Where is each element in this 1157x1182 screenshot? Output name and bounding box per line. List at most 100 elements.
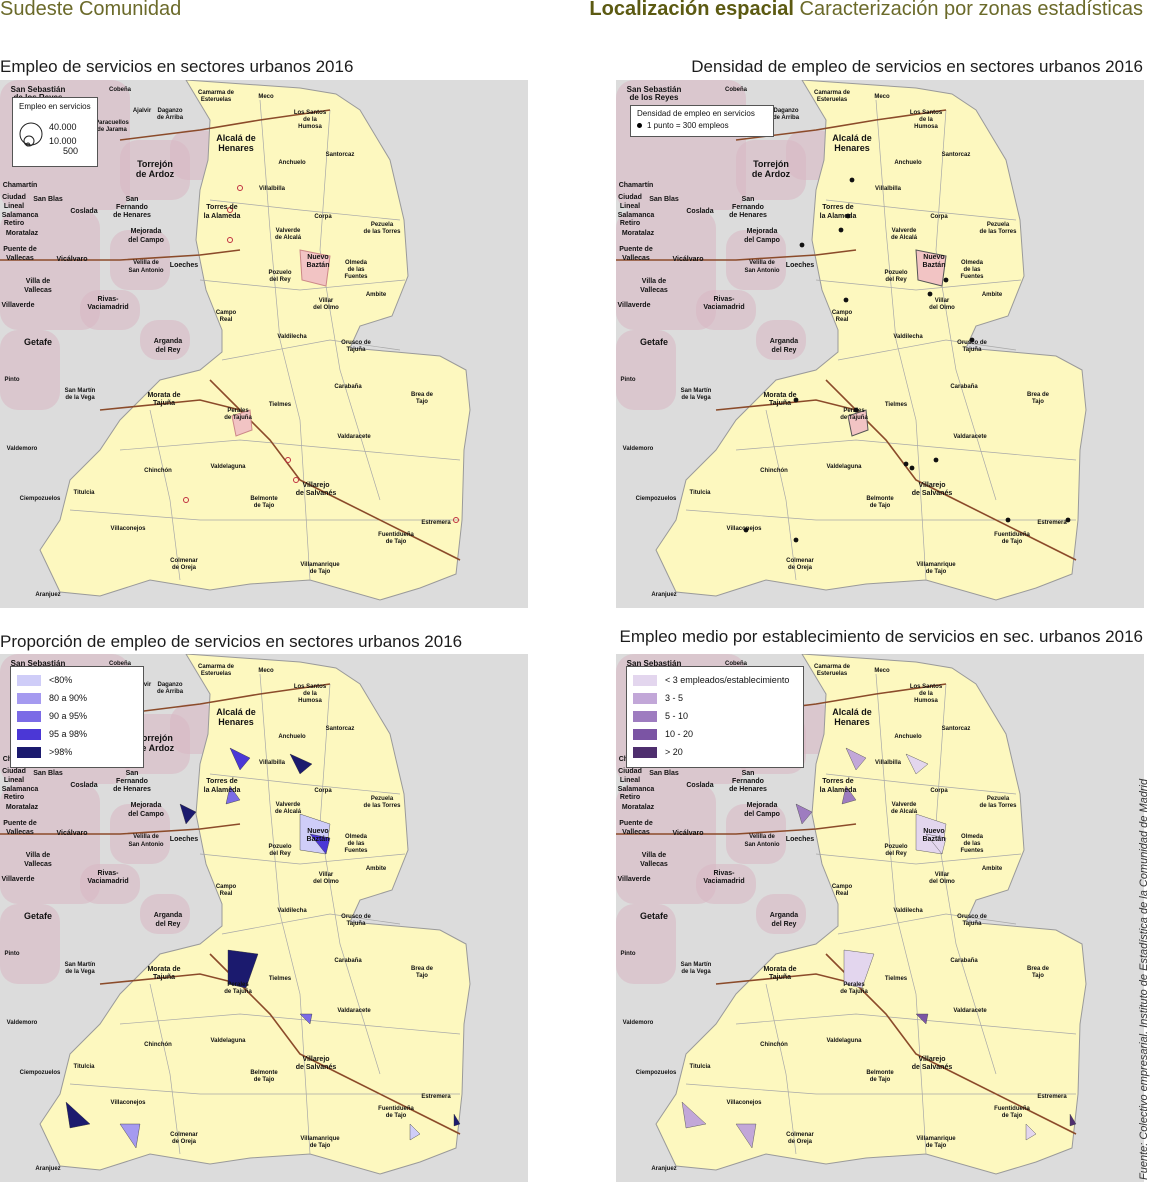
place-label: Baztán [923, 262, 946, 269]
place-label: Anchuelo [894, 160, 922, 166]
legend-swatch [17, 692, 41, 704]
place-label: Fernando [732, 204, 764, 211]
place-label: Getafe [24, 337, 52, 347]
map-title-proporcion: Proporción de empleo de servicios en sec… [0, 632, 463, 651]
place-label: Coslada [686, 208, 713, 215]
map-panel-densidad[interactable]: San Sebastián de los Reyes Cobeña Camarma d… [616, 80, 1144, 608]
metro-urban-area [616, 330, 676, 410]
place-label: Valdaracete [953, 434, 987, 440]
municipal-boundary [875, 99, 927, 581]
municipal-boundary [735, 439, 1077, 461]
legend-establecimiento: < 3 empleados/establecimiento 3 - 5 5 - 10… [626, 666, 804, 768]
place-label: San Sebastián [11, 85, 66, 94]
place-label: Vicálvaro [56, 830, 87, 837]
municipal-boundary [259, 673, 311, 1155]
density-dot [793, 397, 799, 403]
place-label: Brea de [1027, 966, 1050, 972]
legend-dot-item: 1 punto = 300 empleos [637, 121, 767, 130]
place-label: Valverde [892, 228, 917, 234]
sector-proportion [453, 1113, 461, 1127]
place-label: San [126, 196, 139, 203]
place-label: Getafe [640, 337, 668, 347]
municipal-boundary [209, 199, 401, 221]
place-label: de la [303, 691, 317, 697]
employment-circle [227, 207, 233, 213]
place-label: de Ardoz [136, 743, 175, 753]
place-label: Torres de [822, 204, 853, 211]
place-label: Orusco de [341, 340, 371, 346]
place-label: Vallecas [640, 861, 668, 868]
place-label: de la [303, 117, 317, 123]
place-label: Perales [227, 408, 249, 414]
legend-value: 500 [63, 146, 79, 156]
place-label: San Sebastián [627, 659, 682, 668]
municipal-boundary [69, 1083, 460, 1095]
sector-average [795, 803, 813, 825]
place-label: San [126, 770, 139, 777]
place-label: Meco [258, 668, 274, 674]
place-label: Alcalá de [216, 707, 256, 717]
place-label: Villaverde [2, 302, 35, 309]
municipal-boundary [837, 339, 1017, 361]
place-label: Torrejón [137, 159, 173, 169]
place-label: Villar [935, 298, 950, 304]
place-label: Valdaracete [337, 1008, 371, 1014]
place-label: de Arriba [157, 689, 184, 695]
municipal-boundary [209, 773, 401, 795]
place-label: Valverde [892, 802, 917, 808]
main-road [0, 249, 241, 261]
place-label: del Rey [269, 277, 291, 283]
place-label: de Ardoz [752, 169, 791, 179]
density-dot [845, 213, 851, 219]
place-label: Ambite [982, 866, 1003, 872]
legend-label: < 3 empleados/establecimiento [665, 675, 790, 685]
sector-average [681, 1101, 707, 1129]
place-label: Ciudad [618, 194, 642, 201]
place-label: Vallecas [622, 829, 650, 836]
place-label: Daganzo [157, 108, 182, 114]
place-label: Estremera [421, 520, 451, 526]
place-label: Fernando [116, 778, 148, 785]
place-label: Colmenar [170, 1132, 198, 1138]
municipal-boundary [685, 1083, 1076, 1095]
place-label: Camarma de [814, 90, 851, 96]
place-label: de Salvanés [296, 490, 337, 497]
metro-urban-area [80, 290, 140, 330]
place-label: Villaverde [618, 302, 651, 309]
header-bold-title: Localización espacial [589, 0, 794, 20]
place-label: Esteruelas [201, 97, 232, 103]
place-label: Pezuela [371, 796, 394, 802]
place-label: Estremera [1037, 520, 1067, 526]
place-label: Tajuña [347, 347, 367, 353]
municipal-boundary [319, 683, 381, 1075]
place-label: Fernando [732, 778, 764, 785]
legend-swatch [633, 674, 657, 686]
place-label: Puente de [619, 820, 653, 827]
urban-sector [915, 249, 947, 287]
place-label: Ciudad [2, 194, 26, 201]
place-label: Chamartín [3, 182, 38, 189]
place-label: Orusco de [957, 340, 987, 346]
place-label: Getafe [640, 911, 668, 921]
density-dot [849, 177, 855, 183]
place-label: Valdemoro [7, 1020, 38, 1026]
place-label: Titulcia [74, 1064, 96, 1070]
place-label: Salamanca [618, 786, 655, 793]
place-label: Tajuña [769, 974, 791, 981]
place-label: de Salvanés [912, 490, 953, 497]
place-label: de Arriba [773, 115, 800, 121]
place-label: Pozuelo [268, 844, 291, 850]
place-label: de las [347, 267, 365, 273]
place-label: de la [919, 691, 933, 697]
place-label: del Rey [269, 851, 291, 857]
place-label: Coslada [70, 782, 97, 789]
metro-urban-area [0, 784, 100, 904]
place-label: Villarejo [918, 482, 945, 489]
place-label: Anchuelo [894, 734, 922, 740]
legend-row: 3 - 5 [633, 689, 797, 707]
place-label: Esteruelas [817, 671, 848, 677]
municipal-boundary [319, 109, 381, 501]
